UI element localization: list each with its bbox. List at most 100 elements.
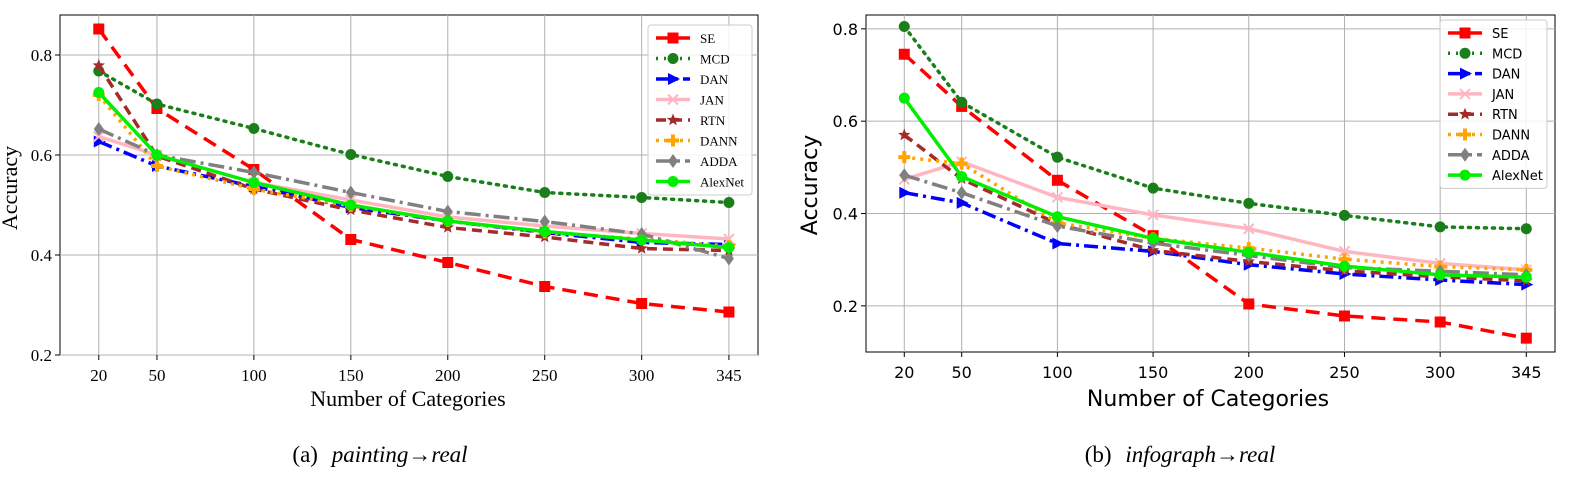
- data-point-adda: [539, 214, 550, 229]
- legend-marker-dan: [668, 73, 680, 85]
- x-tick-label: 200: [435, 366, 461, 385]
- data-point-jan: [723, 233, 735, 245]
- x-tick-label: 345: [716, 366, 742, 385]
- data-point-se: [1434, 316, 1446, 328]
- legend-label-rtn: RTN: [1492, 108, 1518, 123]
- data-point-mcd: [345, 149, 357, 160]
- data-point-alexnet: [1147, 232, 1159, 244]
- data-point-jan: [93, 130, 105, 143]
- legend-frame: [647, 24, 753, 196]
- series-line-rtn: [903, 133, 1527, 283]
- legend-marker-mcd: [667, 53, 679, 64]
- series-alexnet: [93, 87, 735, 253]
- series-mcd: [898, 21, 1532, 235]
- legend-label-mcd: MCD: [1492, 47, 1522, 62]
- legend-marker-dan: [1460, 67, 1472, 80]
- data-point-alexnet: [1243, 246, 1255, 258]
- legend-label-dan: DAN: [700, 72, 729, 87]
- ticks-a: 20 50 100 150 200 250 300 345 0.2 0.4 0.6 0.8: [31, 46, 742, 385]
- series-rtn: [92, 59, 736, 256]
- data-point-mcd: [1520, 223, 1532, 235]
- legend-item-dan: DAN: [656, 72, 729, 87]
- legend-item-adda: ADDA: [656, 154, 738, 169]
- series-line-se: [97, 27, 730, 314]
- data-point-mcd: [1051, 151, 1063, 163]
- legend-item-alexnet: AlexNet: [656, 175, 744, 190]
- data-point-adda: [723, 251, 734, 266]
- data-point-jan: [1051, 191, 1064, 204]
- caption-a-label: (a): [292, 442, 318, 467]
- legend-item-jan: JAN: [1448, 88, 1514, 103]
- legend-a: SE MCD DAN JAN RTN DANN ADDA AlexNet: [647, 24, 753, 196]
- legend-item-dann: DANN: [656, 134, 738, 149]
- data-point-adda: [899, 168, 910, 183]
- data-point-se: [442, 257, 454, 268]
- series-line-mcd: [902, 24, 1529, 231]
- series-line-alexnet: [902, 97, 1527, 279]
- series-line-mcd: [97, 69, 731, 205]
- legend-item-adda: ADDA: [1448, 147, 1530, 164]
- data-point-alexnet: [636, 234, 648, 246]
- legend-label-jan: JAN: [700, 93, 724, 108]
- caption-a-arrow: →: [408, 442, 431, 467]
- data-point-alexnet: [956, 171, 968, 183]
- legend-label-mcd: MCD: [700, 52, 730, 67]
- legend-marker-mcd: [1459, 47, 1471, 59]
- data-point-mcd: [248, 123, 260, 134]
- x-tick-label: 100: [241, 366, 267, 385]
- series-dann: [92, 89, 735, 252]
- data-point-adda: [93, 122, 104, 136]
- data-point-alexnet: [723, 242, 735, 253]
- legend-label-se: SE: [1492, 27, 1508, 42]
- plot-area-b: [865, 14, 1556, 353]
- series-line-se: [903, 52, 1527, 340]
- series-alexnet: [898, 92, 1532, 283]
- x-tick-label: 150: [338, 366, 364, 385]
- legend-item-rtn: RTN: [656, 113, 726, 128]
- x-tick-label: 250: [532, 366, 558, 385]
- legend-marker-adda: [668, 154, 678, 168]
- data-point-alexnet: [1520, 271, 1532, 283]
- legend-marker-dann: [667, 134, 679, 147]
- data-point-mcd: [723, 197, 735, 208]
- x-tick-label: 50: [148, 366, 165, 385]
- chart-panel-a: 20 50 100 150 200 250 300 345 0.2 0.4 0.6 0.8 Numbe…: [0, 14, 759, 467]
- legend-item-dan: DAN: [1448, 67, 1520, 83]
- data-point-alexnet: [442, 215, 454, 227]
- data-point-dan: [899, 186, 912, 199]
- data-point-alexnet: [1051, 211, 1063, 223]
- legend-marker-se: [1459, 27, 1471, 39]
- caption-b: (b) infograph→real: [1085, 442, 1276, 467]
- data-point-se: [1051, 174, 1063, 186]
- chart-panel-b: 20 50 100 150 200 250 300 345 0.2 0.4 0.6 0.8 Numbe…: [798, 14, 1556, 467]
- data-point-se: [1243, 298, 1255, 310]
- legend-label-rtn: RTN: [700, 113, 726, 128]
- legend-item-jan: JAN: [656, 93, 724, 108]
- x-axis-label-a: Number of Categories: [310, 386, 506, 411]
- series-se: [93, 23, 735, 318]
- x-tick-label: 345: [1511, 363, 1542, 382]
- data-point-mcd: [442, 171, 454, 182]
- data-point-jan: [1147, 209, 1159, 221]
- data-point-dann: [955, 157, 968, 170]
- legend-label-jan: JAN: [1491, 88, 1514, 103]
- data-point-mcd: [151, 98, 163, 110]
- data-point-adda: [442, 204, 453, 219]
- series-line-rtn: [97, 64, 729, 253]
- data-point-se: [93, 23, 105, 35]
- y-tick-label: 0.6: [833, 112, 858, 131]
- data-point-mcd: [1434, 221, 1446, 233]
- series-line-adda: [903, 173, 1527, 277]
- x-tick-label: 200: [1234, 363, 1265, 382]
- data-point-dann: [898, 151, 911, 164]
- caption-b-source: infograph: [1125, 442, 1216, 467]
- data-point-jan: [1243, 223, 1255, 235]
- legend-marker-rtn: [666, 113, 680, 126]
- legend-label-dan: DAN: [1492, 68, 1520, 83]
- legend-label-alexnet: AlexNet: [700, 175, 744, 190]
- series-line-jan: [98, 134, 730, 241]
- data-point-rtn: [898, 128, 911, 141]
- legend-label-dann: DANN: [1492, 129, 1530, 144]
- data-point-mcd: [898, 21, 910, 33]
